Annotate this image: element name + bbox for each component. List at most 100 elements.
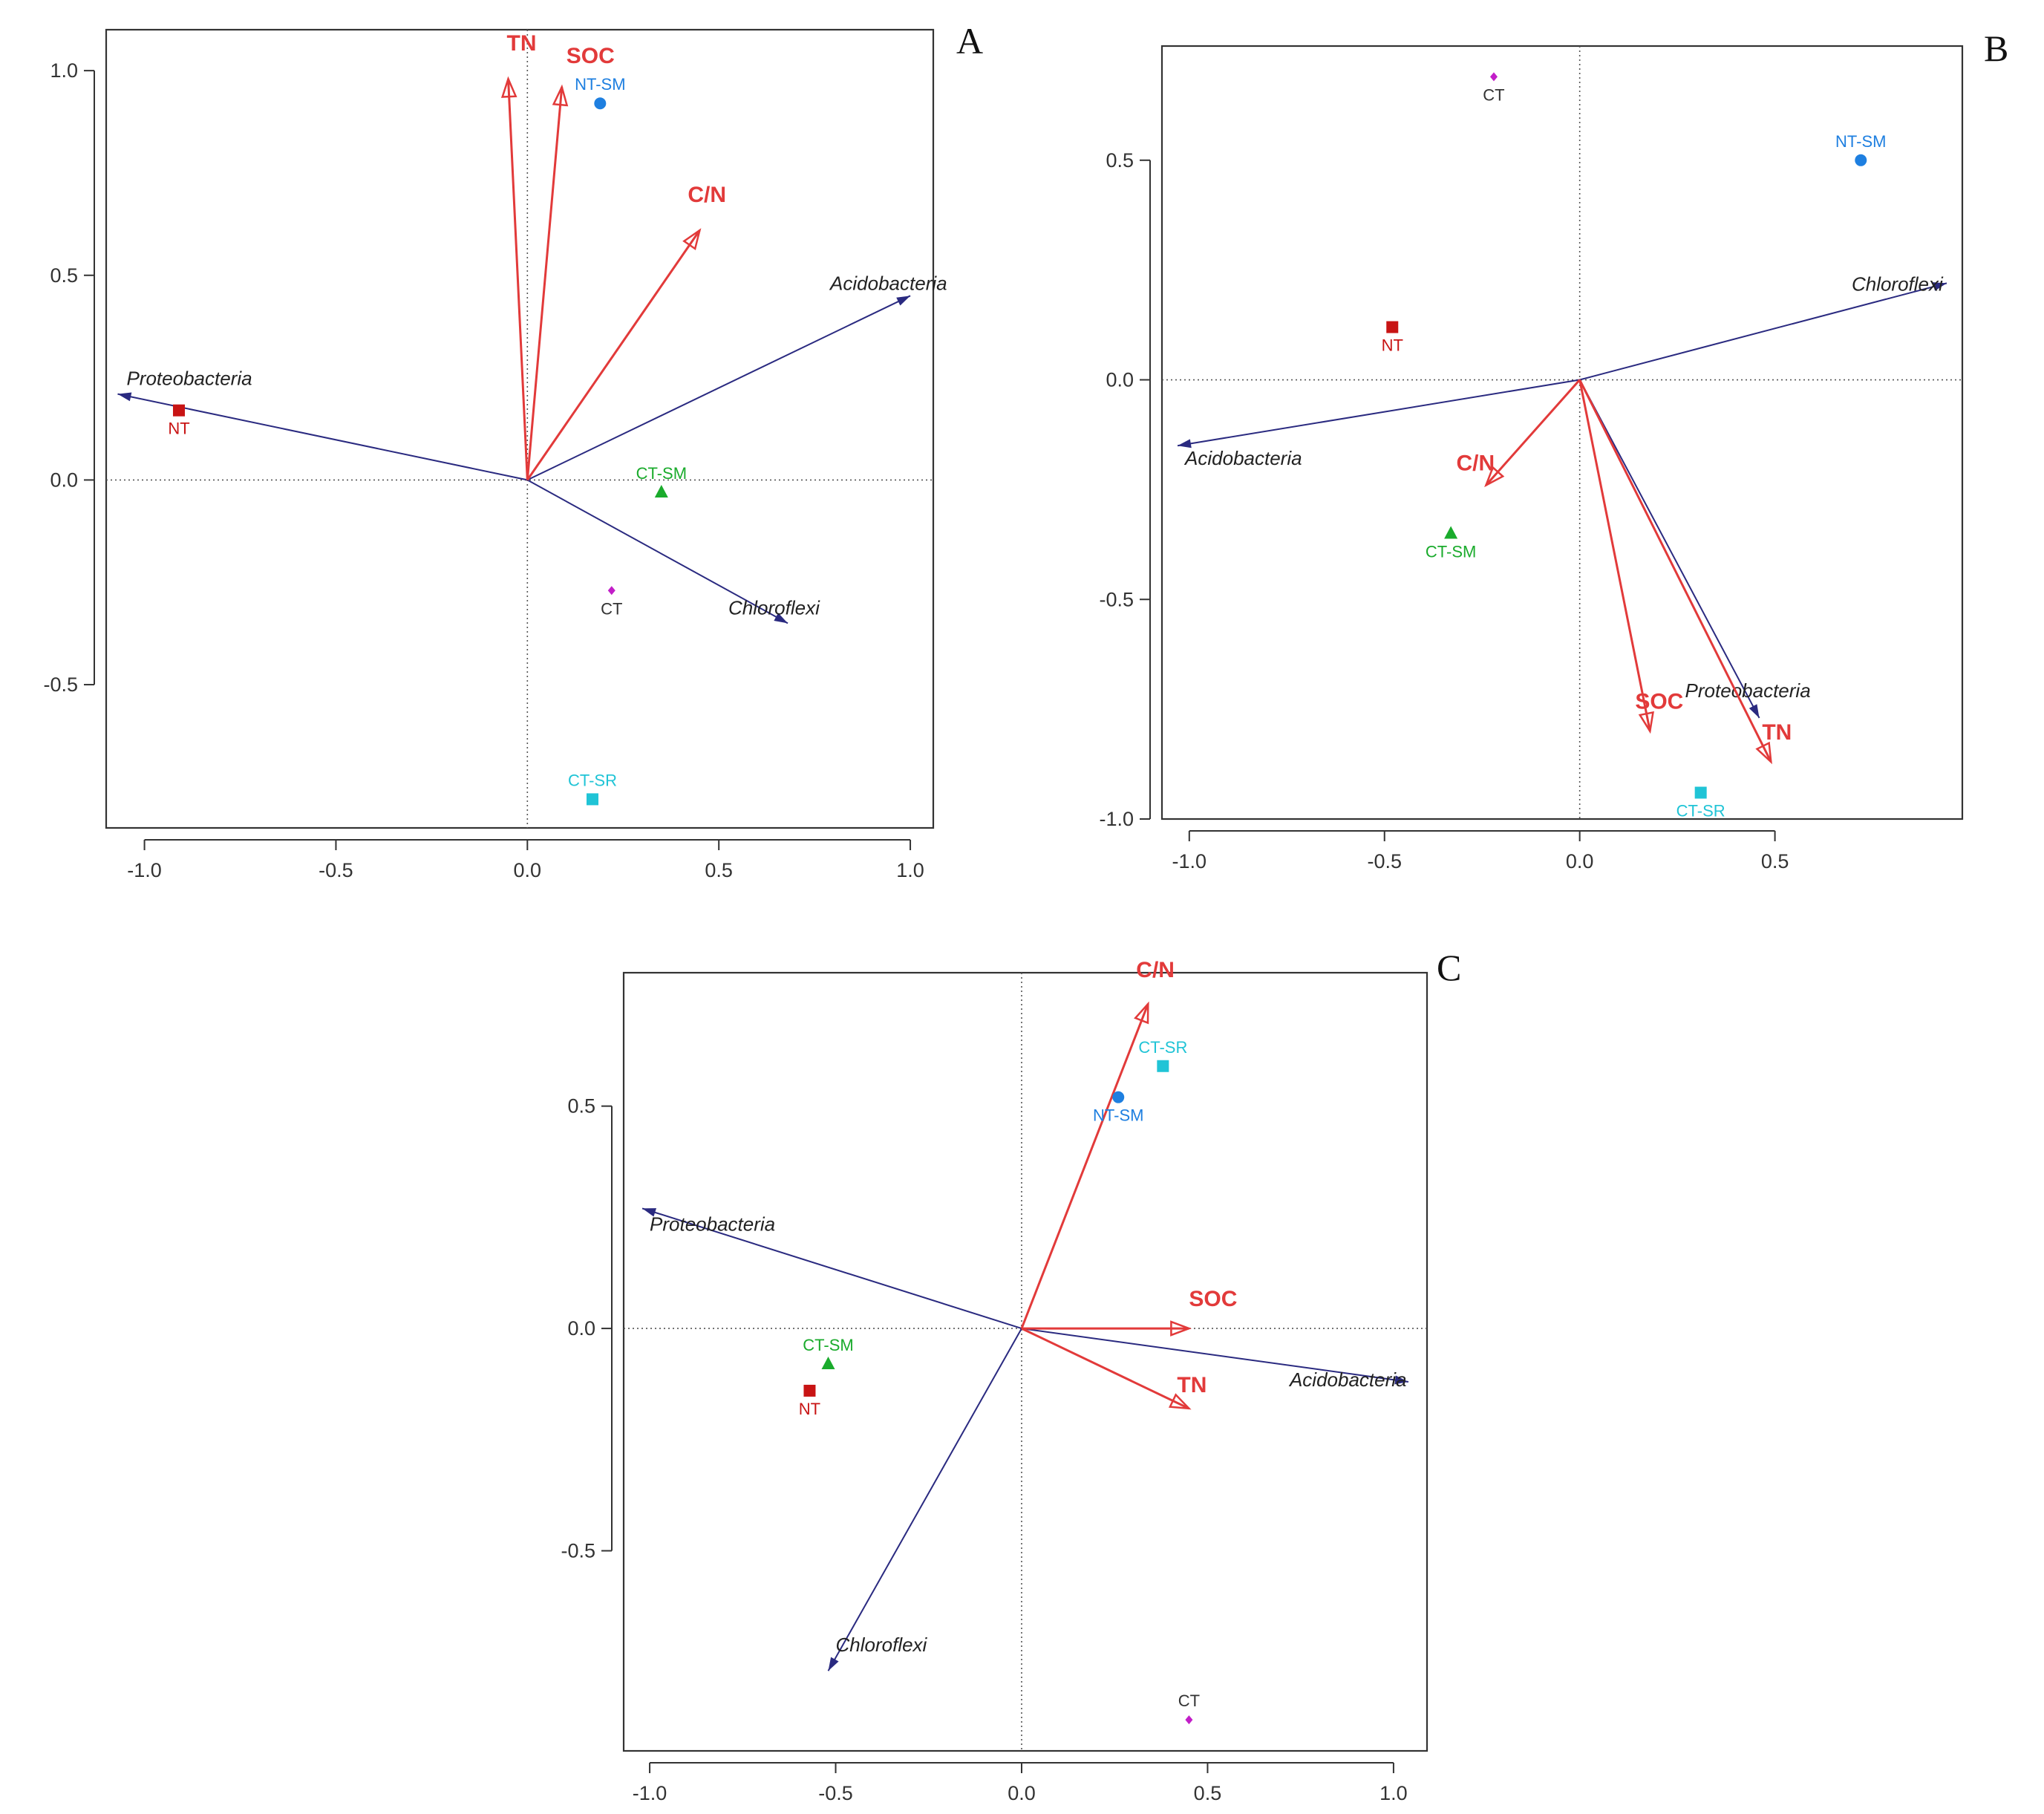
site-label-nt: NT bbox=[168, 420, 189, 438]
site-marker-nt-sm bbox=[594, 97, 607, 110]
site-label-nt-sm: NT-SM bbox=[1093, 1106, 1143, 1125]
env-label-cn: C/N bbox=[688, 183, 726, 207]
env-arrowhead bbox=[1755, 741, 1772, 765]
env-label-cn: C/N bbox=[1136, 958, 1175, 982]
plot-frame bbox=[622, 971, 1428, 1752]
site-label-ct: CT bbox=[1178, 1691, 1200, 1710]
bio-label-proteobacteria: Proteobacteria bbox=[126, 368, 252, 390]
panel-letter: A bbox=[956, 20, 983, 62]
plot-frame bbox=[1160, 45, 1964, 820]
env-arrow-soc bbox=[1578, 379, 1651, 731]
env-label-tn: TN bbox=[1177, 1373, 1207, 1397]
bio-arrowhead bbox=[642, 1208, 657, 1217]
bio-label-chloroflexi: Chloroflexi bbox=[728, 596, 820, 619]
bio-arrow-proteobacteria bbox=[641, 1207, 1022, 1330]
panel-letter: C bbox=[1437, 947, 1461, 988]
x-tick-label: 0.5 bbox=[1194, 1782, 1222, 1804]
env-arrowhead bbox=[1638, 711, 1654, 734]
bio-arrowhead bbox=[1394, 1375, 1408, 1385]
x-tick-label: -1.0 bbox=[1172, 850, 1207, 872]
site-label-nt: NT bbox=[799, 1400, 820, 1418]
y-tick-label: 0.5 bbox=[1106, 149, 1134, 172]
env-arrow-cn bbox=[1020, 1003, 1149, 1329]
site-marker-ct-sm bbox=[821, 1356, 835, 1369]
y-tick-label: 1.0 bbox=[50, 59, 78, 82]
y-tick-label: 0.0 bbox=[50, 469, 78, 491]
bio-arrowhead bbox=[1178, 439, 1192, 448]
site-marker-ct bbox=[1185, 1715, 1193, 1725]
site-label-ct-sr: CT-SR bbox=[1676, 802, 1725, 820]
bio-arrow-chloroflexi bbox=[526, 479, 788, 624]
x-tick-label: 1.0 bbox=[1379, 1782, 1408, 1804]
bio-label-acidobacteria: Acidobacteria bbox=[1183, 447, 1302, 469]
bio-label-proteobacteria: Proteobacteria bbox=[650, 1213, 775, 1235]
env-arrowhead bbox=[500, 76, 517, 98]
panel-c: -1.0 -0.5 0.0 0.5 1.0 0.5 0.0 -0.5 C Proteobacter… bbox=[561, 947, 1461, 1804]
site-marker-nt bbox=[172, 404, 185, 417]
y-tick-label: -0.5 bbox=[1099, 588, 1134, 610]
env-arrowhead bbox=[682, 228, 702, 251]
bio-arrow-chloroflexi bbox=[1579, 282, 1947, 381]
y-tick-label: 0.0 bbox=[567, 1317, 595, 1340]
site-label-ct: CT bbox=[1483, 85, 1504, 104]
x-tick-label: -0.5 bbox=[818, 1782, 853, 1804]
bio-arrowhead bbox=[896, 296, 911, 306]
env-arrowhead bbox=[1168, 1393, 1192, 1410]
env-label-cn: C/N bbox=[1456, 451, 1495, 475]
y-tick-label: -1.0 bbox=[1099, 808, 1134, 830]
env-arrowhead bbox=[1484, 466, 1505, 488]
x-tick-label: -0.5 bbox=[319, 859, 353, 881]
y-tick-label: -0.5 bbox=[561, 1540, 595, 1562]
env-arrowhead bbox=[1134, 1001, 1149, 1025]
bio-arrow-proteobacteria bbox=[1578, 379, 1760, 719]
site-marker-nt bbox=[1386, 321, 1399, 333]
bio-arrow-acidobacteria bbox=[1021, 1328, 1409, 1383]
env-arrow-soc bbox=[526, 87, 564, 480]
env-label-soc: SOC bbox=[1189, 1287, 1237, 1311]
env-arrow-tn bbox=[507, 79, 529, 480]
x-tick-label: -0.5 bbox=[1367, 850, 1402, 872]
bio-label-acidobacteria: Acidobacteria bbox=[1288, 1368, 1407, 1391]
y-tick-label: -0.5 bbox=[43, 673, 78, 696]
env-label-tn: TN bbox=[1762, 720, 1792, 745]
site-marker-ct-sr bbox=[1694, 786, 1707, 799]
env-label-soc: SOC bbox=[566, 44, 615, 68]
site-marker-nt bbox=[803, 1384, 816, 1397]
bio-arrowhead bbox=[117, 392, 132, 402]
site-label-nt-sm: NT-SM bbox=[1835, 132, 1886, 151]
bio-arrowhead bbox=[774, 613, 788, 624]
panel-letter: B bbox=[1984, 27, 2008, 69]
env-arrow-cn bbox=[526, 229, 701, 481]
bio-label-acidobacteria: Acidobacteria bbox=[829, 272, 947, 294]
site-marker-ct bbox=[1489, 72, 1498, 82]
env-arrowhead bbox=[552, 84, 569, 107]
bio-arrowhead bbox=[1933, 282, 1947, 291]
x-tick-label: -1.0 bbox=[127, 859, 162, 881]
bio-label-proteobacteria: Proteobacteria bbox=[1685, 679, 1811, 702]
x-tick-label: 0.0 bbox=[1566, 850, 1594, 872]
bio-label-chloroflexi: Chloroflexi bbox=[1852, 273, 1944, 295]
site-label-nt-sm: NT-SM bbox=[575, 75, 625, 94]
env-label-soc: SOC bbox=[1635, 690, 1683, 714]
bio-arrow-acidobacteria bbox=[526, 295, 911, 481]
site-label-ct-sr: CT-SR bbox=[1138, 1038, 1187, 1057]
panel-a: -1.0 -0.5 0.0 0.5 1.0 1.0 0.5 0.0 -0.5 A Acidobact… bbox=[43, 20, 983, 881]
site-label-ct-sm: CT-SM bbox=[1426, 543, 1476, 561]
site-label-ct-sr: CT-SR bbox=[568, 771, 617, 789]
x-tick-label: 0.5 bbox=[1761, 850, 1789, 872]
env-arrow-cn bbox=[1485, 379, 1581, 486]
x-tick-label: 0.0 bbox=[514, 859, 542, 881]
site-marker-ct bbox=[607, 586, 616, 596]
site-label-ct-sm: CT-SM bbox=[803, 1336, 853, 1354]
site-marker-ct-sr bbox=[1157, 1060, 1169, 1072]
plot-frame bbox=[105, 28, 935, 829]
site-marker-ct-sm bbox=[1444, 526, 1458, 539]
site-marker-ct-sr bbox=[586, 793, 598, 806]
y-tick-label: 0.0 bbox=[1106, 369, 1134, 391]
site-label-ct-sm: CT-SM bbox=[636, 464, 687, 483]
x-tick-label: 1.0 bbox=[896, 859, 924, 881]
site-marker-nt-sm bbox=[1112, 1091, 1125, 1103]
env-arrowhead bbox=[1170, 1320, 1192, 1337]
bio-label-chloroflexi: Chloroflexi bbox=[836, 1634, 928, 1656]
